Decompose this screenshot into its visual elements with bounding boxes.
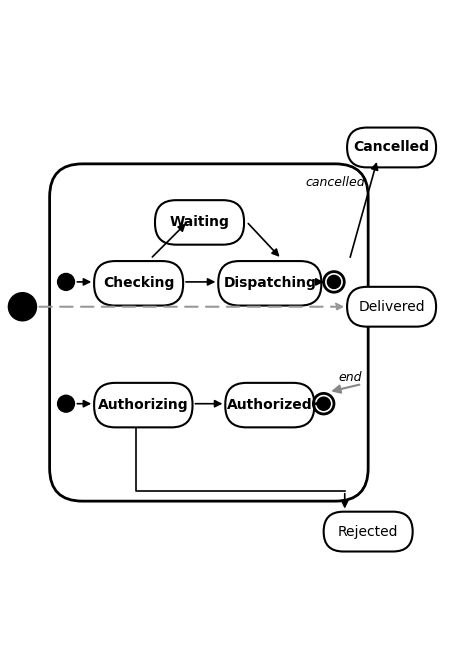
Text: Checking: Checking — [103, 277, 174, 291]
Text: Authorized: Authorized — [227, 398, 313, 412]
Text: Delivered: Delivered — [358, 300, 425, 314]
FancyBboxPatch shape — [347, 287, 436, 327]
FancyBboxPatch shape — [324, 511, 413, 551]
FancyBboxPatch shape — [50, 164, 368, 501]
Circle shape — [57, 273, 74, 291]
Text: cancelled: cancelled — [306, 176, 365, 189]
FancyBboxPatch shape — [94, 383, 192, 428]
Text: Waiting: Waiting — [170, 215, 229, 229]
Text: Authorizing: Authorizing — [98, 398, 189, 412]
Text: end: end — [338, 370, 362, 384]
FancyBboxPatch shape — [155, 200, 244, 245]
Circle shape — [57, 395, 74, 412]
Circle shape — [317, 397, 330, 410]
FancyBboxPatch shape — [94, 261, 183, 305]
FancyBboxPatch shape — [225, 383, 314, 428]
Circle shape — [9, 293, 36, 321]
FancyBboxPatch shape — [218, 261, 321, 305]
Text: Rejected: Rejected — [338, 525, 399, 539]
Text: Cancelled: Cancelled — [354, 140, 429, 154]
FancyBboxPatch shape — [347, 128, 436, 168]
Circle shape — [328, 275, 340, 289]
Text: Dispatching: Dispatching — [223, 277, 316, 291]
